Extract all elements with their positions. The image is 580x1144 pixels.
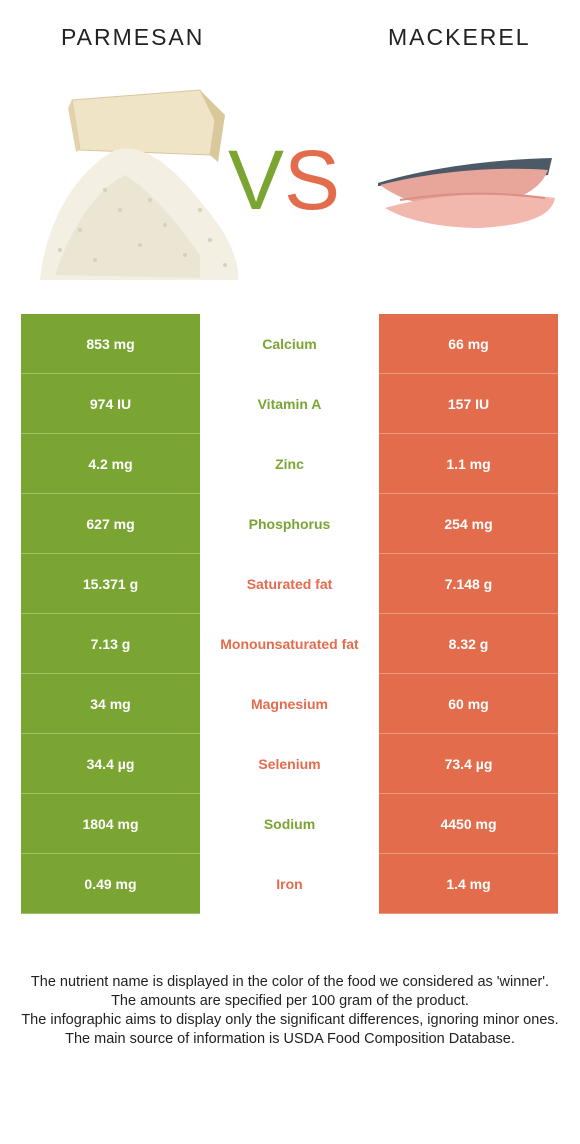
footer-line: The amounts are specified per 100 gram o… (111, 993, 469, 1009)
right-value: 7.148 g (379, 554, 558, 614)
hero-illustration (40, 89, 555, 280)
table-row: 4.2 mg Zinc 1.1 mg (21, 434, 558, 494)
mackerel-image (378, 158, 555, 228)
right-value: 254 mg (379, 494, 558, 554)
right-value: 8.32 g (379, 614, 558, 674)
vs-s: S (284, 133, 341, 227)
right-food-title: MACKEREL (388, 24, 531, 50)
table-row: 34.4 µg Selenium 73.4 µg (21, 734, 558, 794)
footer-line: The main source of information is USDA F… (65, 1031, 515, 1047)
nutrient-name: Iron (200, 854, 379, 914)
vs-v: V (228, 133, 285, 227)
table-row: 974 IU Vitamin A 157 IU (21, 374, 558, 434)
table-row: 0.49 mg Iron 1.4 mg (21, 854, 558, 914)
left-value: 4.2 mg (21, 434, 200, 494)
table-row: 627 mg Phosphorus 254 mg (21, 494, 558, 554)
nutrient-name: Magnesium (200, 674, 379, 734)
left-food-title: PARMESAN (61, 24, 205, 50)
table-row: 1804 mg Sodium 4450 mg (21, 794, 558, 854)
left-value: 7.13 g (21, 614, 200, 674)
nutrient-name: Monounsaturated fat (200, 614, 379, 674)
table-row: 15.371 g Saturated fat 7.148 g (21, 554, 558, 614)
vs-label: VS (228, 138, 340, 222)
left-value: 34.4 µg (21, 734, 200, 794)
right-value: 4450 mg (379, 794, 558, 854)
right-value: 1.4 mg (379, 854, 558, 914)
right-value: 60 mg (379, 674, 558, 734)
footer-line: The nutrient name is displayed in the co… (30, 974, 550, 990)
comparison-table: 853 mg Calcium 66 mg 974 IU Vitamin A 157 IU 4… (21, 314, 558, 914)
right-value: 1.1 mg (379, 434, 558, 494)
nutrient-name: Selenium (200, 734, 379, 794)
nutrient-name: Sodium (200, 794, 379, 854)
nutrient-name: Vitamin A (200, 374, 379, 434)
footer-notes: The nutrient name is displayed in the co… (14, 973, 566, 1049)
right-value: 66 mg (379, 314, 558, 374)
left-value: 34 mg (21, 674, 200, 734)
nutrient-name: Calcium (200, 314, 379, 374)
table-row: 853 mg Calcium 66 mg (21, 314, 558, 374)
left-value: 0.49 mg (21, 854, 200, 914)
nutrient-name: Saturated fat (200, 554, 379, 614)
left-value: 974 IU (21, 374, 200, 434)
table-row: 34 mg Magnesium 60 mg (21, 674, 558, 734)
right-value: 157 IU (379, 374, 558, 434)
left-value: 853 mg (21, 314, 200, 374)
right-value: 73.4 µg (379, 734, 558, 794)
footer-line: The infographic aims to display only the… (21, 1012, 559, 1028)
parmesan-image (40, 89, 239, 280)
nutrient-name: Phosphorus (200, 494, 379, 554)
left-value: 627 mg (21, 494, 200, 554)
left-value: 1804 mg (21, 794, 200, 854)
left-value: 15.371 g (21, 554, 200, 614)
table-row: 7.13 g Monounsaturated fat 8.32 g (21, 614, 558, 674)
nutrient-name: Zinc (200, 434, 379, 494)
